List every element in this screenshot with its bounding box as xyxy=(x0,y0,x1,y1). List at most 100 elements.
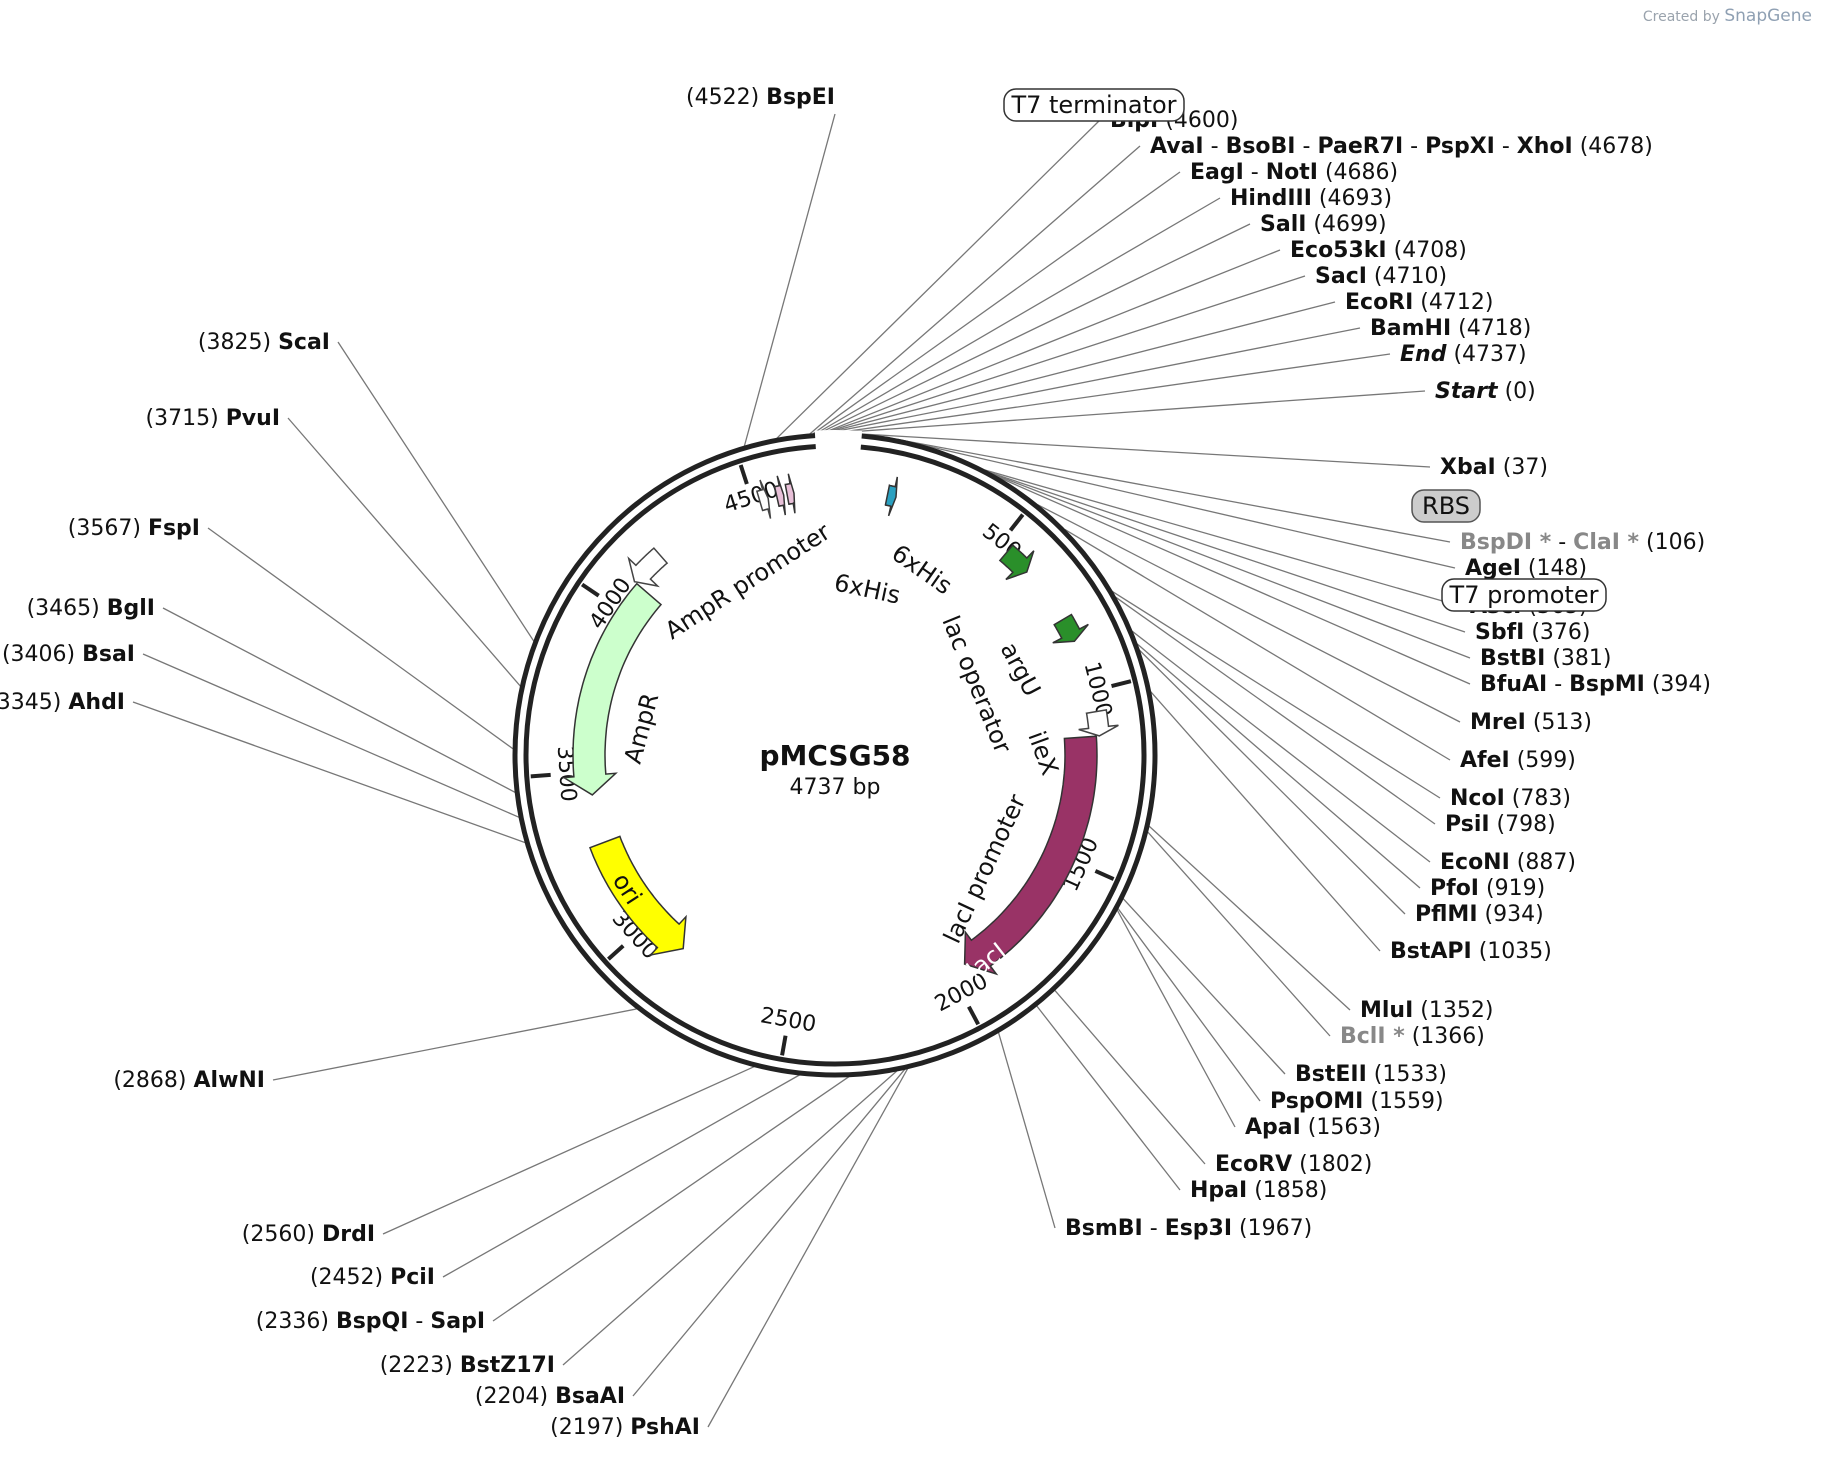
site-name: NcoI xyxy=(1450,786,1505,811)
leader-line xyxy=(382,1066,755,1235)
tick-mark-1000 xyxy=(1111,679,1132,688)
site-name: BspEI xyxy=(766,85,835,110)
site-label: SbfI (376) xyxy=(1475,620,1591,645)
site-name: NotI xyxy=(1266,160,1318,185)
leader-line xyxy=(1115,596,1436,825)
created-by-text: Created by xyxy=(1642,9,1720,25)
site-name: BclI * xyxy=(1340,1024,1405,1049)
site-name: SacI xyxy=(1315,264,1367,289)
site-label: (4522) BspEI xyxy=(686,85,835,110)
tick-mark-1500 xyxy=(1094,869,1115,881)
site-name: BamHI xyxy=(1370,316,1451,341)
site-position: (3567) xyxy=(68,516,148,541)
site-label: (2452) PciI xyxy=(310,1265,435,1290)
feature-his-b xyxy=(773,475,787,516)
leader-line xyxy=(1054,989,1206,1165)
t7-promoter-frame xyxy=(1441,578,1607,612)
site-name: PspOMI xyxy=(1270,1089,1363,1114)
site-name: EcoRV xyxy=(1215,1152,1292,1177)
feature-laci xyxy=(963,735,1098,976)
leader-line xyxy=(707,1068,909,1428)
site-name: XbaI xyxy=(1440,455,1496,480)
snapgene-brand: SnapGene xyxy=(1724,6,1812,26)
leader-line xyxy=(824,301,1336,434)
site-name: XhoI xyxy=(1517,134,1573,159)
site-name: DrdI xyxy=(322,1222,375,1247)
site-position: (1533) xyxy=(1367,1062,1447,1087)
feature-laci-promoter xyxy=(1078,709,1119,737)
site-label: PspOMI (1559) xyxy=(1270,1089,1444,1114)
feature-ilex xyxy=(1052,613,1089,644)
site-name: SalI xyxy=(1260,212,1306,237)
site-position: (2452) xyxy=(310,1265,390,1290)
site-name: PsiI xyxy=(1445,812,1490,837)
site-label: BfuAI - BspMI (394) xyxy=(1480,672,1711,697)
leader-line xyxy=(809,145,1141,435)
leader-line xyxy=(990,472,1471,659)
leader-line xyxy=(632,1068,906,1397)
site-name: BsaI xyxy=(82,642,135,667)
feature-ori xyxy=(589,835,687,957)
t7-terminator-box: T7 terminator xyxy=(1003,88,1185,122)
leader-line xyxy=(826,327,1361,434)
leader-line xyxy=(562,1070,898,1366)
label-ampr: AmpR xyxy=(619,690,665,767)
site-name: BsaAI xyxy=(555,1384,625,1409)
site-name: ClaI * xyxy=(1573,530,1639,555)
leader-line xyxy=(823,275,1306,434)
t7-promoter-box: T7 promoter xyxy=(1441,578,1607,612)
site-position: (3825) xyxy=(198,330,278,355)
site-name: MluI xyxy=(1360,998,1413,1023)
plasmid-length: 4737 bp xyxy=(790,775,881,800)
tick-mark-2500 xyxy=(780,1035,788,1056)
label-ilex: ileX xyxy=(1022,727,1064,778)
tick-mark-4500 xyxy=(738,464,749,485)
label-lac-operator: lac operator xyxy=(936,612,1016,757)
site-name: BspDI * xyxy=(1460,530,1552,555)
site-label: (3345) AhdI xyxy=(0,690,125,715)
leader-line xyxy=(984,469,1461,607)
site-name: End xyxy=(1400,342,1447,367)
site-name: EagI xyxy=(1190,160,1244,185)
leader-line xyxy=(287,417,521,687)
site-position: (887) xyxy=(1510,850,1576,875)
leader-line xyxy=(897,438,1456,569)
plasmid-backbone xyxy=(512,430,1158,1078)
leader-line xyxy=(1112,591,1441,799)
label-his-b: 6xHis xyxy=(832,568,903,609)
site-position: (1563) xyxy=(1301,1115,1381,1140)
site-position: (394) xyxy=(1645,672,1711,697)
site-name: EcoRI xyxy=(1345,290,1413,315)
leader-line xyxy=(818,223,1251,434)
site-label: (3406) BsaI xyxy=(2,642,135,667)
site-name: PfoI xyxy=(1430,876,1479,901)
tick-mark-3500 xyxy=(530,772,551,779)
leader-line xyxy=(1116,909,1236,1128)
leader-line xyxy=(776,119,1101,439)
site-position: (3465) xyxy=(27,596,107,621)
feature-argu xyxy=(998,544,1035,581)
site-label: BamHI (4718) xyxy=(1370,316,1531,341)
site-name: PshAI xyxy=(630,1415,700,1440)
tick-label-4500: 4500 xyxy=(721,477,782,518)
site-name: BstAPI xyxy=(1390,939,1472,964)
site-label: NcoI (783) xyxy=(1450,786,1571,811)
site-label: (3825) ScaI xyxy=(198,330,330,355)
site-leader-lines xyxy=(132,113,1471,1428)
site-name: HpaI xyxy=(1190,1178,1247,1203)
plasmid-name: pMCSG58 xyxy=(759,739,910,772)
site-label: BstEII (1533) xyxy=(1295,1062,1447,1087)
site-label: (2336) BspQI - SapI xyxy=(256,1309,485,1334)
site-name: BstEII xyxy=(1295,1062,1367,1087)
site-name: BglI xyxy=(107,596,155,621)
site-name: BfuAI xyxy=(1480,672,1547,697)
feature-ampr-promoter xyxy=(627,547,669,588)
site-position: (2560) xyxy=(242,1222,322,1247)
leader-line xyxy=(1131,630,1431,863)
leader-line xyxy=(442,1074,800,1278)
site-name: AvaI xyxy=(1150,134,1204,159)
site-label: (2204) BsaAI xyxy=(475,1384,625,1409)
site-label: BstBI (381) xyxy=(1480,646,1612,671)
site-position: (1559) xyxy=(1363,1089,1443,1114)
leader-line xyxy=(812,171,1181,435)
